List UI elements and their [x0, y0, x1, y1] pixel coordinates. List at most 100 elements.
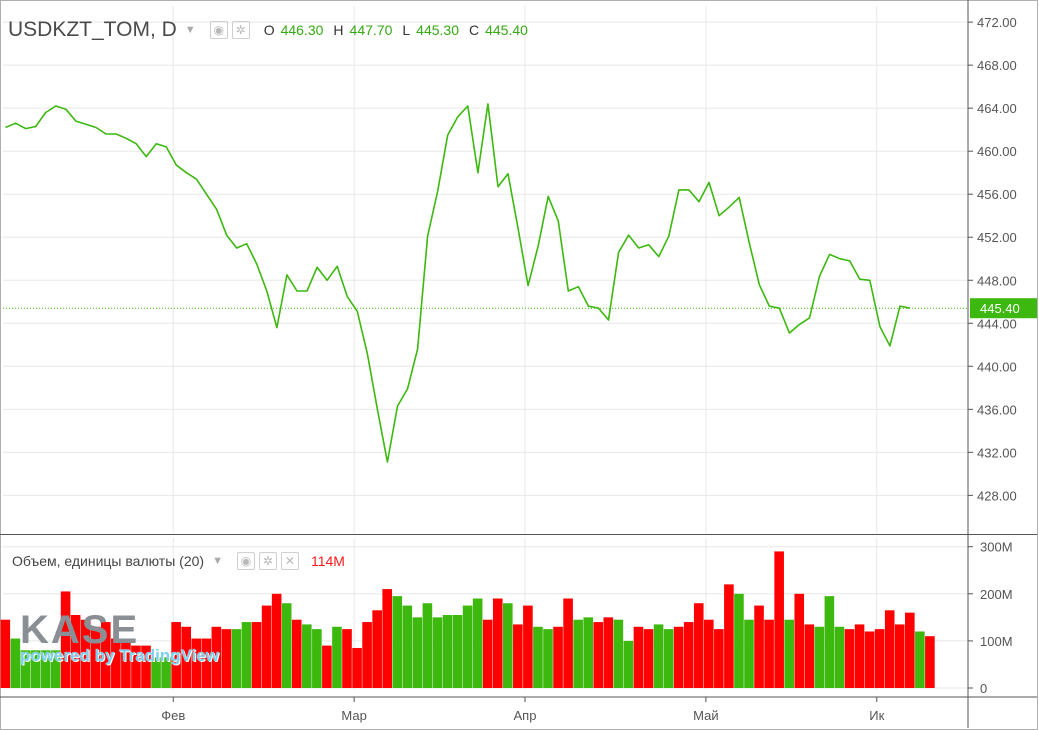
volume-bar	[583, 617, 593, 688]
volume-bar	[663, 629, 674, 688]
volume-bar	[121, 638, 131, 688]
volume-bar	[271, 593, 282, 688]
volume-bar	[312, 629, 322, 688]
volume-bar	[734, 593, 744, 688]
volume-bar	[181, 626, 191, 688]
volume-tick-label: 0	[980, 681, 987, 696]
time-tick-label: Фев	[161, 708, 185, 723]
volume-bar	[513, 624, 523, 688]
volume-bar	[302, 624, 312, 688]
gear-icon[interactable]: ✲	[258, 552, 277, 570]
time-tick-label: Апр	[514, 708, 537, 723]
volume-bar	[40, 650, 51, 688]
volume-bar	[442, 614, 453, 688]
time-tick-label: Май	[693, 708, 718, 723]
volume-bar	[613, 619, 624, 688]
symbol-header: USDKZT_TOM, D ▼ ◉ ✲ O 446.30 H 447.70 L …	[8, 18, 528, 42]
volume-value: 114M	[310, 553, 345, 569]
volume-bar	[462, 605, 473, 688]
volume-bar	[231, 629, 242, 688]
volume-bar	[503, 603, 513, 688]
volume-bar	[563, 598, 573, 688]
volume-title[interactable]: Объем, единицы валюты (20)	[12, 553, 205, 569]
volume-bar	[492, 598, 503, 688]
price-tick-label: 464.00	[977, 101, 1017, 116]
price-tick-label: 448.00	[977, 273, 1017, 288]
volume-bar	[754, 605, 764, 688]
chevron-down-icon[interactable]: ▼	[184, 24, 196, 36]
volume-bar	[925, 636, 935, 688]
time-tick-label: Ик	[869, 708, 884, 723]
volume-bar	[523, 605, 533, 688]
gear-icon[interactable]: ✲	[231, 21, 250, 39]
price-tick-label: 436.00	[977, 402, 1017, 417]
volume-bar	[814, 626, 825, 688]
volume-bar	[60, 591, 71, 688]
volume-tick-label: 200M	[980, 587, 1013, 602]
volume-bar	[0, 619, 11, 688]
last-price-tag	[970, 298, 1037, 319]
price-tick-label: 432.00	[977, 445, 1017, 460]
volume-bar	[422, 603, 433, 688]
volume-bar	[844, 629, 855, 688]
volume-bar	[673, 626, 684, 688]
volume-bar	[261, 605, 272, 688]
tradingview-credit[interactable]: powered by TradingView	[20, 646, 220, 665]
price-tick-label: 452.00	[977, 230, 1017, 245]
close-label: C	[468, 22, 480, 38]
volume-bar	[724, 584, 734, 688]
volume-bar	[402, 605, 413, 688]
volume-bar	[693, 603, 704, 688]
volume-bar	[412, 617, 423, 688]
symbol-label[interactable]: USDKZT_TOM, D	[8, 18, 177, 41]
volume-bar	[714, 629, 724, 688]
volume-bar	[603, 617, 614, 688]
volume-bar	[171, 622, 181, 688]
volume-bar	[291, 619, 302, 688]
chevron-down-icon[interactable]: ▼	[212, 555, 223, 567]
volume-bar	[211, 626, 222, 688]
volume-bar	[874, 629, 885, 688]
volume-bar	[704, 619, 714, 688]
eye-icon[interactable]: ◉	[209, 21, 228, 39]
volume-bar	[151, 657, 161, 688]
volume-bar	[201, 638, 212, 688]
volume-bar	[452, 614, 463, 688]
kase-logo-text: KASE	[20, 608, 140, 652]
volume-bar	[70, 614, 81, 688]
volume-bar	[191, 638, 202, 688]
price-tick-label: 472.00	[977, 15, 1017, 30]
volume-header: Объем, единицы валюты (20) ▼ ◉ ✲ ✕ 114M	[12, 552, 345, 570]
volume-bar	[593, 622, 604, 688]
volume-bar	[90, 626, 101, 688]
volume-bar	[774, 551, 784, 688]
volume-bar	[905, 612, 915, 688]
volume-bar	[80, 619, 91, 688]
open-value: 446.30	[280, 22, 324, 38]
volume-bar	[653, 624, 664, 688]
volume-bar	[794, 593, 805, 688]
volume-bar	[533, 626, 543, 688]
volume-bar	[352, 647, 362, 688]
price-tick-label: 428.00	[977, 488, 1017, 503]
volume-bar	[804, 624, 815, 688]
volume-bar	[20, 650, 31, 688]
last-price-label: 445.40	[980, 301, 1020, 316]
price-tick-label: 468.00	[977, 58, 1017, 73]
volume-bar	[643, 629, 654, 688]
price-tick-label: 460.00	[977, 144, 1017, 159]
eye-icon[interactable]: ◉	[236, 552, 255, 570]
volume-tick-label: 100M	[980, 634, 1013, 649]
volume-bar	[50, 650, 61, 688]
close-icon[interactable]: ✕	[280, 552, 299, 570]
volume-bar	[553, 626, 563, 688]
volume-bar	[623, 640, 634, 688]
volume-bar	[432, 617, 443, 688]
volume-bar	[884, 610, 895, 688]
volume-bar	[372, 610, 382, 688]
volume-bar	[141, 645, 151, 688]
volume-bar	[332, 626, 342, 688]
volume-bar	[392, 596, 403, 688]
price-tick-label: 440.00	[977, 359, 1017, 374]
